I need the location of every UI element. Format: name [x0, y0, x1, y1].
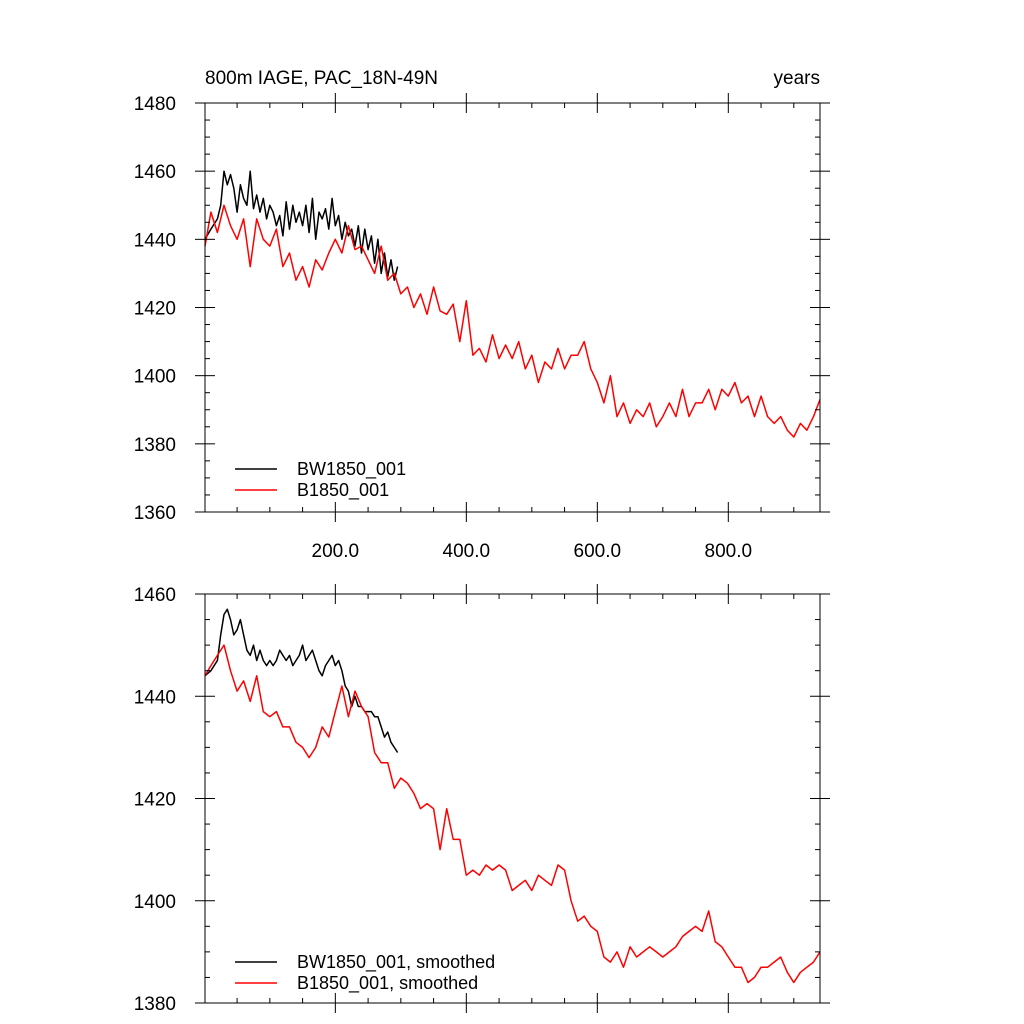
top-chart-title-right: years: [774, 68, 820, 89]
bottom-chart: 1380 1400 1420 1440 1460 BW1850_001, smoothe…: [134, 584, 830, 1015]
top-chart-title: 800m IAGE, PAC_18N-49N: [205, 68, 438, 89]
bottom-series-line-1: [204, 608, 399, 753]
top-legend-label-2: B1850_001: [297, 480, 389, 501]
bottom-series-line-2: [204, 644, 821, 984]
top-chart: 800m IAGE, PAC_18N-49N years 200.0 400.0 6…: [134, 68, 830, 562]
top-x-tick-label: 800.0: [705, 541, 753, 562]
bottom-legend-label-1: BW1850_001, smoothed: [297, 952, 495, 973]
top-x-tick-label: 400.0: [443, 541, 491, 562]
top-series-line-1: [204, 170, 399, 281]
top-series-line-2: [204, 204, 821, 438]
bottom-legend-label-2: B1850_001, smoothed: [297, 973, 478, 994]
bottom-y-tick-label: 1400: [134, 892, 176, 913]
top-y-tick-label: 1480: [134, 94, 176, 115]
top-y-tick-label: 1440: [134, 230, 176, 251]
top-y-tick-label: 1460: [134, 162, 176, 183]
top-y-tick-label: 1420: [134, 299, 176, 320]
top-plot-frame: [204, 102, 821, 513]
top-y-tick-label: 1400: [134, 367, 176, 388]
top-x-tick-label: 200.0: [312, 541, 360, 562]
top-y-tick-label: 1360: [134, 503, 176, 524]
bottom-y-tick-label: 1420: [134, 790, 176, 811]
bottom-y-tick-label: 1380: [134, 994, 176, 1015]
top-legend-label-1: BW1850_001: [297, 459, 406, 480]
bottom-y-tick-label: 1440: [134, 687, 176, 708]
bottom-y-tick-label: 1460: [134, 585, 176, 606]
top-y-tick-label: 1380: [134, 435, 176, 456]
top-x-tick-label: 600.0: [574, 541, 622, 562]
bottom-plot-frame: [204, 593, 821, 1004]
